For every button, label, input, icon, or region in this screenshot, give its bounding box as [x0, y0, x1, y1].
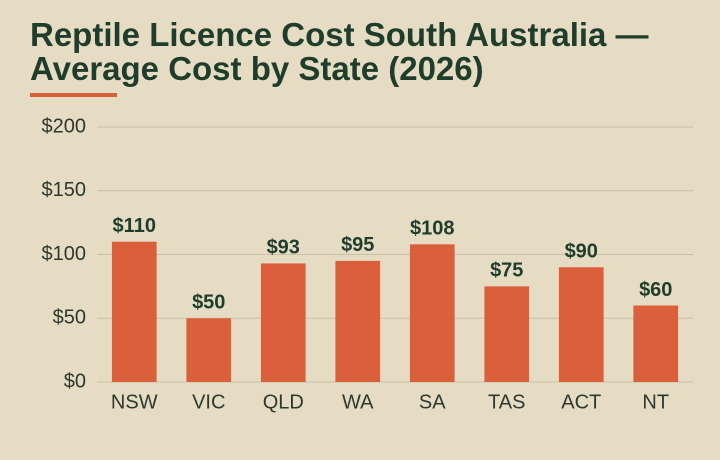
value-label: $93: [267, 237, 300, 259]
value-label: $108: [410, 218, 455, 240]
value-label: $110: [113, 215, 156, 237]
bar: [335, 260, 381, 382]
chart-title: Reptile Licence Cost South Australia — A…: [30, 16, 649, 87]
x-tick-label: ACT: [561, 391, 601, 413]
bar: [409, 244, 455, 382]
y-tick-label: $50: [53, 307, 86, 329]
x-tick-label: TAS: [488, 391, 525, 413]
title-accent: [30, 93, 117, 97]
bar: [633, 305, 679, 382]
value-label: $75: [490, 260, 523, 282]
x-tick-label: NSW: [111, 391, 158, 413]
y-tick-label: $200: [42, 115, 87, 137]
bar: [484, 286, 530, 382]
x-tick-label: NT: [642, 391, 669, 413]
y-tick-label: $0: [64, 370, 86, 392]
bar: [186, 318, 232, 382]
x-tick-label: WA: [342, 391, 374, 413]
x-tick-label: VIC: [192, 391, 225, 413]
bar: [260, 263, 306, 382]
x-tick-label: SA: [419, 391, 446, 413]
value-label: $90: [565, 241, 598, 263]
value-label: $50: [192, 292, 225, 314]
bar: [111, 241, 157, 382]
bar: [558, 267, 604, 382]
value-label: $95: [341, 234, 374, 256]
x-tick-label: QLD: [263, 391, 304, 413]
y-tick-label: $100: [42, 243, 87, 265]
y-tick-label: $150: [42, 179, 87, 201]
value-label: $60: [639, 279, 672, 301]
